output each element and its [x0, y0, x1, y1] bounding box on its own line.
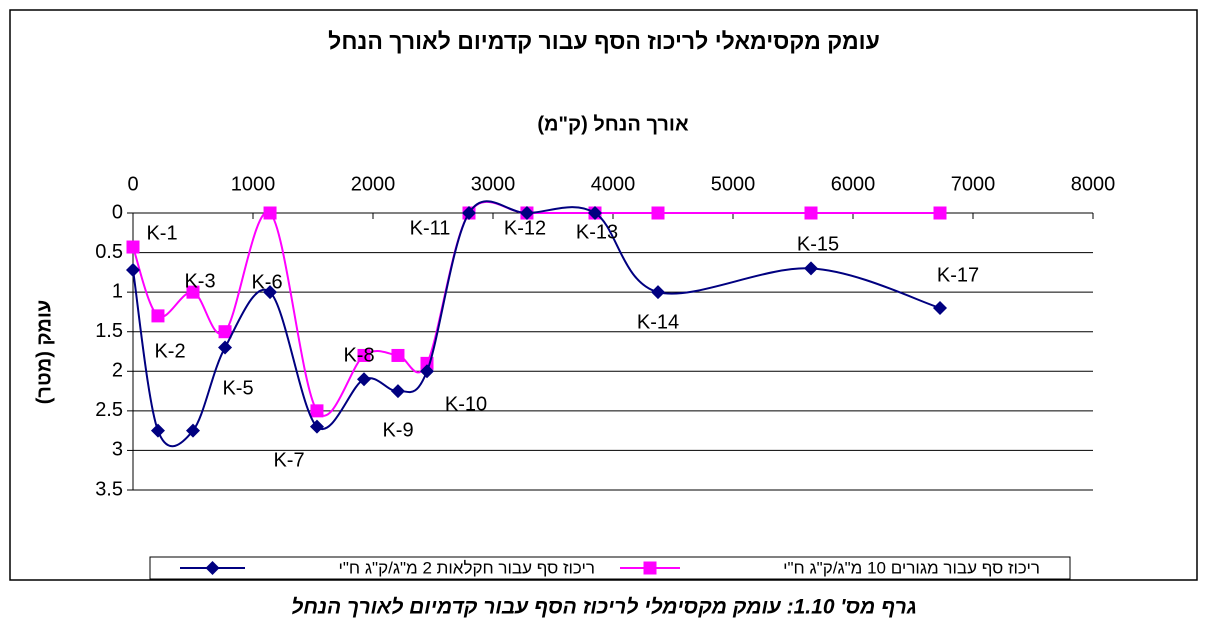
point-marker — [218, 340, 233, 355]
point-label: K-10 — [445, 393, 487, 415]
y-tick-label: 1.5 — [95, 320, 123, 342]
point-marker — [186, 285, 200, 299]
point-label: K-13 — [576, 221, 618, 243]
y-tick-label: 0.5 — [95, 241, 123, 263]
legend-label: ריכוז סף עבור מגורים 10 מ"ג/ק"ג ח"י — [783, 558, 1040, 577]
point-marker — [804, 206, 818, 220]
y-tick-label: 1 — [112, 280, 123, 302]
point-marker — [933, 300, 947, 315]
point-marker — [933, 206, 947, 220]
point-marker — [205, 561, 220, 575]
y-axis-title: עומק (מטר) — [33, 300, 55, 404]
y-tick-label: 2 — [112, 360, 123, 382]
x-tick-label: 8000 — [1071, 173, 1116, 195]
x-tick-label: 6000 — [831, 173, 876, 195]
x-tick-label: 0 — [127, 173, 138, 195]
point-marker — [804, 261, 818, 276]
y-tick-label: 3 — [112, 439, 123, 461]
point-marker — [391, 348, 405, 362]
point-marker — [126, 262, 140, 277]
point-label: K-9 — [382, 419, 413, 441]
point-marker — [462, 206, 476, 220]
point-marker — [357, 372, 371, 387]
point-label: K-17 — [937, 264, 979, 286]
x-axis-title: אורך הנחל (ק"מ) — [537, 113, 689, 135]
y-tick-label: 2.5 — [95, 399, 123, 421]
y-tick-label: 3.5 — [95, 478, 123, 500]
point-label: K-6 — [251, 271, 282, 293]
point-marker — [263, 206, 277, 220]
point-label: K-1 — [146, 222, 177, 244]
x-tick-label: 1000 — [231, 173, 276, 195]
point-marker — [186, 423, 200, 438]
x-tick-label: 4000 — [591, 173, 636, 195]
point-label: K-11 — [410, 217, 451, 239]
chart-title: עומק מקסימאלי לריכוז הסף עבור קדמיום לאו… — [328, 28, 880, 54]
point-marker — [651, 285, 665, 300]
caption: גרף מס' 1.10: עומק מקסימלי לריכוז הסף עב… — [291, 596, 917, 619]
point-marker — [643, 561, 657, 575]
point-marker — [310, 404, 324, 418]
point-marker — [588, 206, 602, 220]
point-marker — [309, 419, 324, 434]
point-marker — [151, 309, 165, 323]
x-tick-label: 3000 — [471, 173, 516, 195]
x-tick-label: 5000 — [711, 173, 756, 195]
point-label: K-8 — [343, 344, 374, 366]
point-label: K-5 — [222, 377, 253, 399]
point-label: K-12 — [504, 217, 546, 239]
point-marker — [390, 384, 405, 399]
point-marker — [357, 348, 371, 362]
chart-frame — [9, 9, 1198, 581]
point-label: K-14 — [637, 311, 679, 333]
point-marker — [420, 364, 434, 379]
point-marker — [150, 423, 165, 438]
point-label: K-3 — [184, 270, 215, 292]
point-marker — [218, 325, 232, 339]
point-label: K-15 — [797, 233, 839, 255]
point-marker — [519, 206, 534, 220]
x-tick-label: 7000 — [951, 173, 996, 195]
x-tick-label: 2000 — [351, 173, 396, 195]
point-marker — [651, 206, 665, 220]
legend-box — [149, 556, 1071, 580]
legend-label: ריכוז סף עבור חקלאות 2 מ"ג/ק"ג ח"י — [338, 558, 595, 577]
y-tick-label: 0 — [112, 201, 123, 223]
point-label: K-2 — [154, 340, 185, 362]
point-marker — [126, 240, 140, 254]
point-label: K-7 — [273, 449, 304, 471]
point-marker — [263, 285, 278, 300]
